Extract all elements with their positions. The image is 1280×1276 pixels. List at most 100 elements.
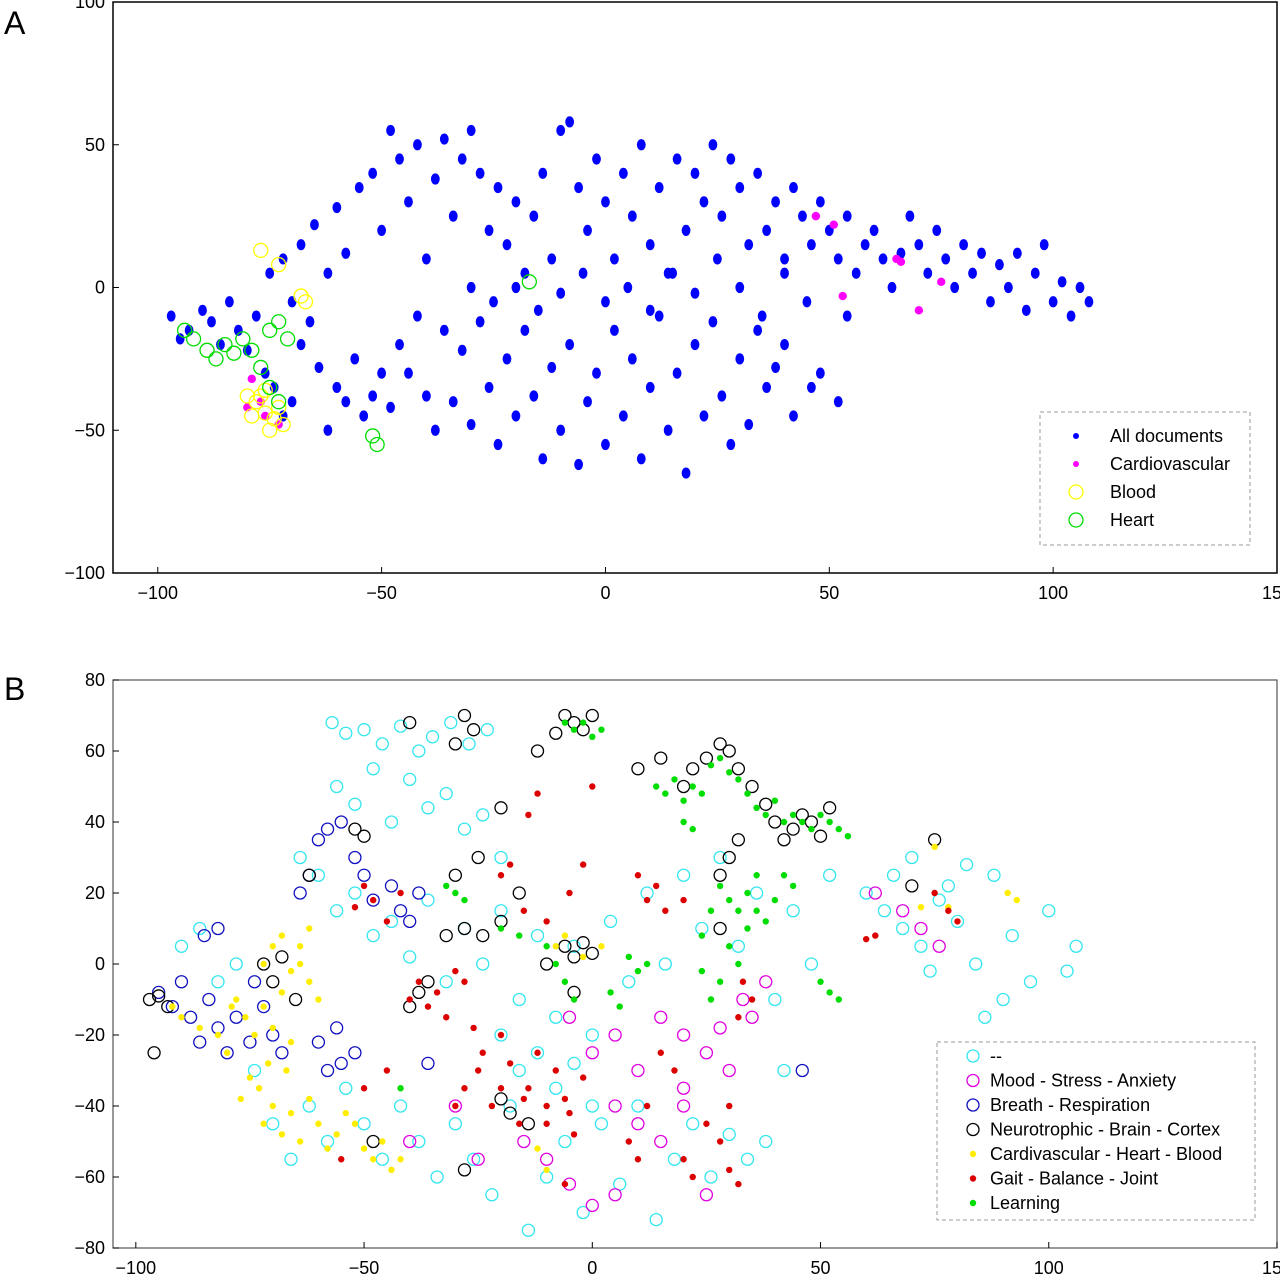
chart-b-point <box>917 904 925 911</box>
chart-b-point <box>197 928 211 943</box>
chart-b-point <box>768 992 782 1007</box>
chart-b-point <box>722 1127 736 1142</box>
chart-b-point <box>165 999 179 1014</box>
chart-b-point <box>517 1134 531 1149</box>
chart-b-legend-marker <box>969 1175 977 1182</box>
chart-b-point <box>520 1095 528 1103</box>
chart-a-point <box>251 310 261 322</box>
chart-b-point <box>549 726 563 740</box>
chart-b-point <box>325 715 339 730</box>
chart-a-point <box>601 296 610 308</box>
chart-b-point <box>147 1046 161 1060</box>
chart-a-point <box>842 310 852 322</box>
chart-b-point <box>713 868 727 882</box>
chart-b-point <box>959 857 974 872</box>
chart-b-point <box>348 822 362 836</box>
chart-b-point <box>789 811 797 819</box>
chart-b-point <box>443 1014 450 1021</box>
chart-b-legend-label: Breath - Respiration <box>990 1095 1150 1115</box>
chart-a-point <box>279 331 296 347</box>
chart-b-point <box>334 815 348 829</box>
chart-a-point <box>1075 281 1085 294</box>
chart-a-point <box>413 139 422 151</box>
chart-b-point <box>348 1046 362 1060</box>
chart-b-point <box>443 882 450 890</box>
chart-a-point <box>466 124 476 137</box>
chart-b-point <box>576 1205 590 1220</box>
chart-b-point <box>676 1081 691 1095</box>
chart-a-point <box>829 220 838 229</box>
chart-b-point <box>293 886 307 900</box>
chart-a-point <box>1012 247 1022 259</box>
chart-b-point <box>585 708 599 723</box>
chart-b-point <box>516 932 523 939</box>
chart-a-point <box>296 339 306 351</box>
chart-a-y-tick-label: 0 <box>95 278 105 298</box>
chart-b-point <box>608 1099 622 1113</box>
chart-b-point <box>543 1102 550 1110</box>
chart-a-point <box>475 316 485 328</box>
chart-a-point <box>905 210 915 222</box>
chart-b-point <box>278 932 286 939</box>
chart-a-point <box>932 224 942 236</box>
chart-b-point <box>339 1081 353 1095</box>
chart-a-point <box>986 296 995 308</box>
chart-b-point <box>366 928 380 943</box>
chart-a-point <box>520 324 530 336</box>
chart-b-point <box>608 1188 622 1202</box>
chart-b-point <box>558 1134 572 1149</box>
chart-b-point <box>403 950 417 964</box>
chart-b-point <box>330 779 344 794</box>
chart-b-point <box>579 953 587 961</box>
chart-b-point <box>457 822 472 836</box>
chart-b-point <box>543 1120 550 1127</box>
chart-b-point <box>530 744 545 758</box>
chart-a-point <box>253 359 269 376</box>
chart-b-legend-label: -- <box>990 1046 1002 1066</box>
chart-b-point <box>566 1109 573 1117</box>
chart-b-point <box>375 737 389 751</box>
chart-a-point <box>439 324 449 336</box>
chart-a-legend-marker <box>1073 433 1079 439</box>
chart-a-point <box>287 296 297 308</box>
chart-b-point <box>570 1131 578 1138</box>
chart-b-point <box>896 921 910 936</box>
chart-b-point <box>676 1028 691 1042</box>
chart-a-point <box>860 239 870 251</box>
chart-b-point <box>448 1117 463 1131</box>
chart-b-point <box>256 957 271 971</box>
chart-b-y-tick-label: 80 <box>85 670 105 690</box>
chart-b-point <box>269 943 276 950</box>
chart-a-point <box>977 247 986 259</box>
chart-a-point <box>556 287 566 299</box>
chart-b-point <box>403 1134 417 1149</box>
chart-b-point <box>424 1003 432 1010</box>
chart-b-point <box>357 829 371 843</box>
chart-a-point <box>618 167 628 179</box>
chart-b-point <box>631 1063 645 1078</box>
chart-a-point <box>350 353 360 365</box>
chart-b-point <box>945 907 952 914</box>
chart-b-point <box>229 1010 243 1024</box>
chart-a-point <box>484 381 494 394</box>
chart-a-point <box>244 342 260 358</box>
chart-b-point <box>260 1003 267 1010</box>
chart-a-point <box>217 336 233 353</box>
chart-b-point <box>789 882 797 890</box>
chart-b-point <box>835 825 842 833</box>
chart-b-point <box>393 719 408 733</box>
chart-a-point <box>896 257 906 267</box>
chart-b-point <box>497 925 505 932</box>
chart-b-point <box>174 975 189 989</box>
chart-b-point <box>539 957 554 971</box>
chart-b-point <box>1013 896 1021 904</box>
chart-a-legend-marker <box>1073 461 1079 467</box>
chart-b-point <box>444 715 458 730</box>
chart-a-x-tick-label: 50 <box>819 583 839 603</box>
chart-a-point <box>529 390 539 402</box>
chart-b-point <box>653 882 660 890</box>
chart-b-legend-label: Gait - Balance - Joint <box>990 1169 1158 1189</box>
chart-b-point <box>480 723 494 737</box>
chart-b-point <box>543 943 550 950</box>
chart-a-point <box>789 410 798 422</box>
